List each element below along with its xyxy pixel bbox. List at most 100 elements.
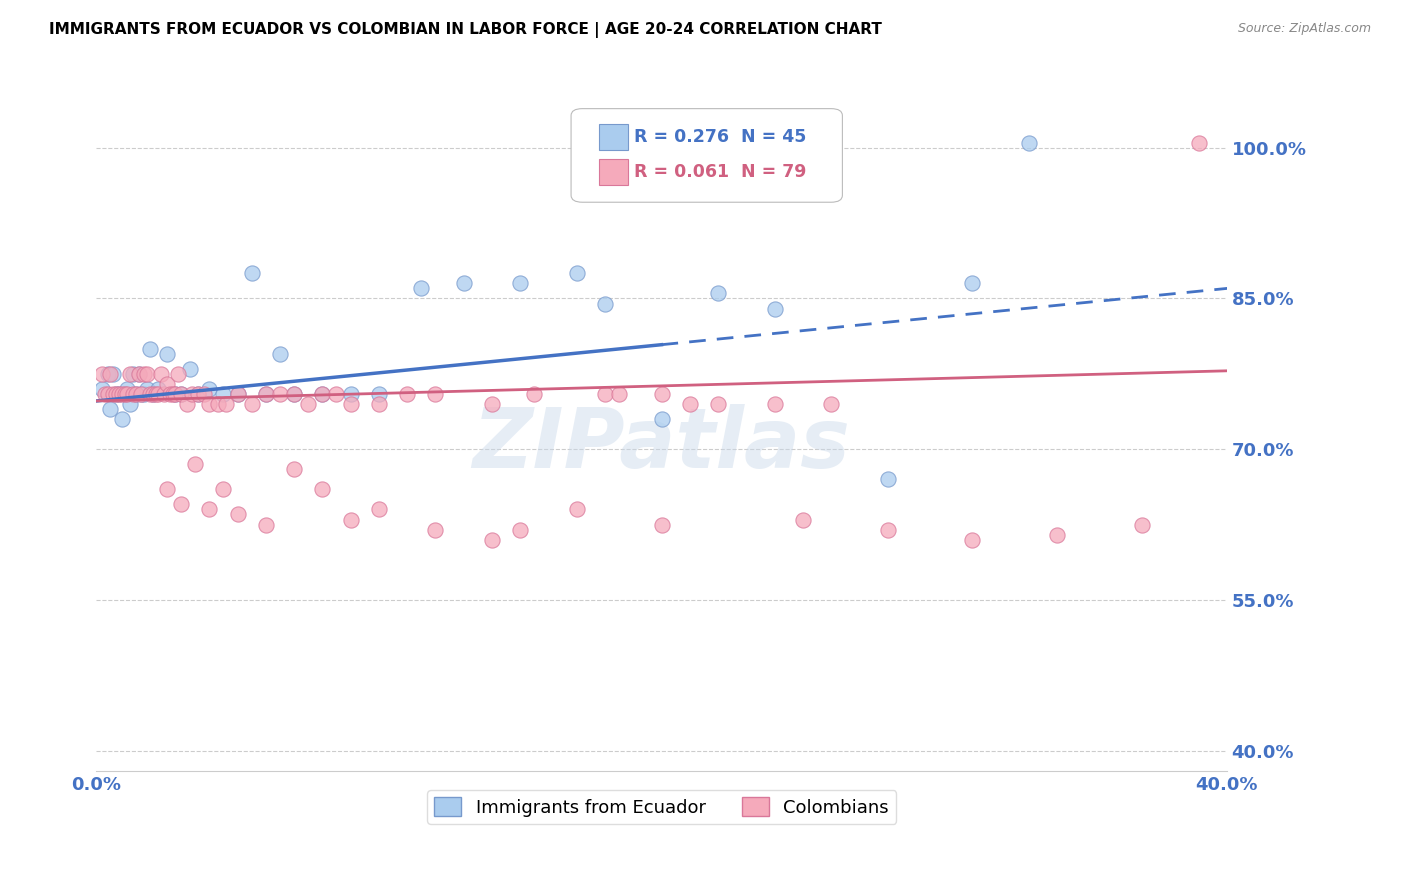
Point (212, 387, 235, 401)
Point (153, 387, 176, 401)
Point (254, 387, 277, 401)
Point (367, 397, 389, 411)
Point (283, 387, 305, 401)
Point (367, 502, 389, 516)
Point (184, 457, 207, 471)
Text: R = 0.276: R = 0.276 (634, 128, 730, 146)
Point (122, 387, 145, 401)
Point (707, 286, 730, 301)
Bar (599, 124, 627, 150)
Point (179, 361, 201, 376)
Text: N = 45: N = 45 (741, 128, 806, 146)
Point (139, 387, 162, 401)
Text: IMMIGRANTS FROM ECUADOR VS COLOMBIAN IN LABOR FORCE | AGE 20-24 CORRELATION CHAR: IMMIGRANTS FROM ECUADOR VS COLOMBIAN IN … (49, 22, 882, 38)
FancyBboxPatch shape (571, 109, 842, 202)
Point (90, 382, 112, 396)
Point (103, 387, 125, 401)
Bar (599, 159, 627, 185)
Point (283, 462, 305, 476)
Point (339, 512, 361, 526)
Point (156, 347, 179, 361)
Point (108, 387, 131, 401)
Point (128, 367, 150, 381)
Point (111, 412, 134, 426)
Point (283, 387, 305, 401)
Point (103, 367, 125, 381)
Point (311, 483, 333, 497)
Point (142, 387, 165, 401)
Point (176, 397, 198, 411)
Point (181, 387, 204, 401)
Point (170, 387, 193, 401)
Point (159, 387, 181, 401)
Point (254, 387, 277, 401)
Point (145, 387, 167, 401)
Point (226, 387, 249, 401)
Point (1130, 517, 1153, 532)
Point (1046, 527, 1069, 541)
Point (650, 517, 672, 532)
Point (481, 397, 503, 411)
Point (707, 397, 730, 411)
Point (170, 387, 193, 401)
Point (136, 382, 159, 396)
Point (105, 387, 128, 401)
Point (120, 397, 142, 411)
Point (128, 367, 150, 381)
Point (134, 387, 156, 401)
Point (193, 387, 215, 401)
Point (117, 387, 139, 401)
Text: Source: ZipAtlas.com: Source: ZipAtlas.com (1237, 22, 1371, 36)
Point (198, 397, 221, 411)
Point (125, 387, 148, 401)
Point (297, 397, 319, 411)
Point (269, 347, 291, 361)
Point (1187, 136, 1209, 150)
Point (792, 512, 814, 526)
Point (962, 533, 984, 547)
Point (96, 387, 118, 401)
Legend: Immigrants from Ecuador, Colombians: Immigrants from Ecuador, Colombians (427, 790, 896, 824)
Point (111, 387, 134, 401)
Point (148, 382, 170, 396)
Point (170, 498, 193, 512)
Point (198, 382, 221, 396)
Point (122, 367, 145, 381)
Point (876, 523, 898, 537)
Point (269, 387, 291, 401)
Point (226, 387, 249, 401)
Point (481, 533, 503, 547)
Point (198, 502, 221, 516)
Point (131, 387, 153, 401)
Point (187, 387, 209, 401)
Point (962, 277, 984, 291)
Point (425, 523, 447, 537)
Point (763, 397, 786, 411)
Point (167, 367, 190, 381)
Point (148, 387, 170, 401)
Point (679, 397, 702, 411)
Point (339, 387, 361, 401)
Text: R = 0.061: R = 0.061 (634, 162, 730, 181)
Point (187, 387, 209, 401)
Point (134, 367, 156, 381)
Point (509, 277, 531, 291)
Point (150, 367, 173, 381)
Point (131, 387, 153, 401)
Point (93, 387, 115, 401)
Point (125, 387, 148, 401)
Point (114, 387, 136, 401)
Point (162, 387, 184, 401)
Point (156, 376, 179, 391)
Point (311, 387, 333, 401)
Point (425, 387, 447, 401)
Point (593, 387, 616, 401)
Point (105, 387, 128, 401)
Point (139, 342, 162, 356)
Point (523, 387, 546, 401)
Point (254, 517, 277, 532)
Point (165, 387, 187, 401)
Point (136, 367, 159, 381)
Point (207, 397, 229, 411)
Point (876, 472, 898, 486)
